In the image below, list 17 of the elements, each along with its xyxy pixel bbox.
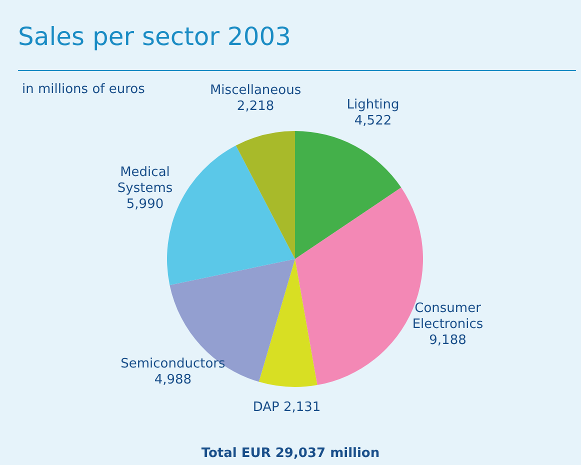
data-label: 5,990 [126, 196, 164, 212]
data-label: 2,218 [236, 98, 274, 114]
chart-subtitle: in millions of euros [22, 82, 145, 97]
slice-label: Semiconductors [120, 356, 226, 372]
slice-label: DAP 2,131 [252, 400, 321, 415]
pie-slice [295, 131, 402, 259]
data-label: 4,988 [154, 372, 192, 388]
slice-label: Lighting [346, 97, 400, 112]
data-label: 4,522 [354, 113, 392, 128]
chart-title: Sales per sector 2003 [18, 22, 292, 51]
pie-slice [258, 259, 318, 387]
text: Total EUR 29,037 million [200, 446, 381, 461]
slice-label: Consumer Electronics [412, 300, 484, 332]
slice-label: Miscellaneous [210, 82, 302, 98]
slice-label: Medical Systems [117, 164, 173, 196]
pie-slice [236, 131, 295, 259]
data-label: 9,188 [429, 332, 466, 348]
